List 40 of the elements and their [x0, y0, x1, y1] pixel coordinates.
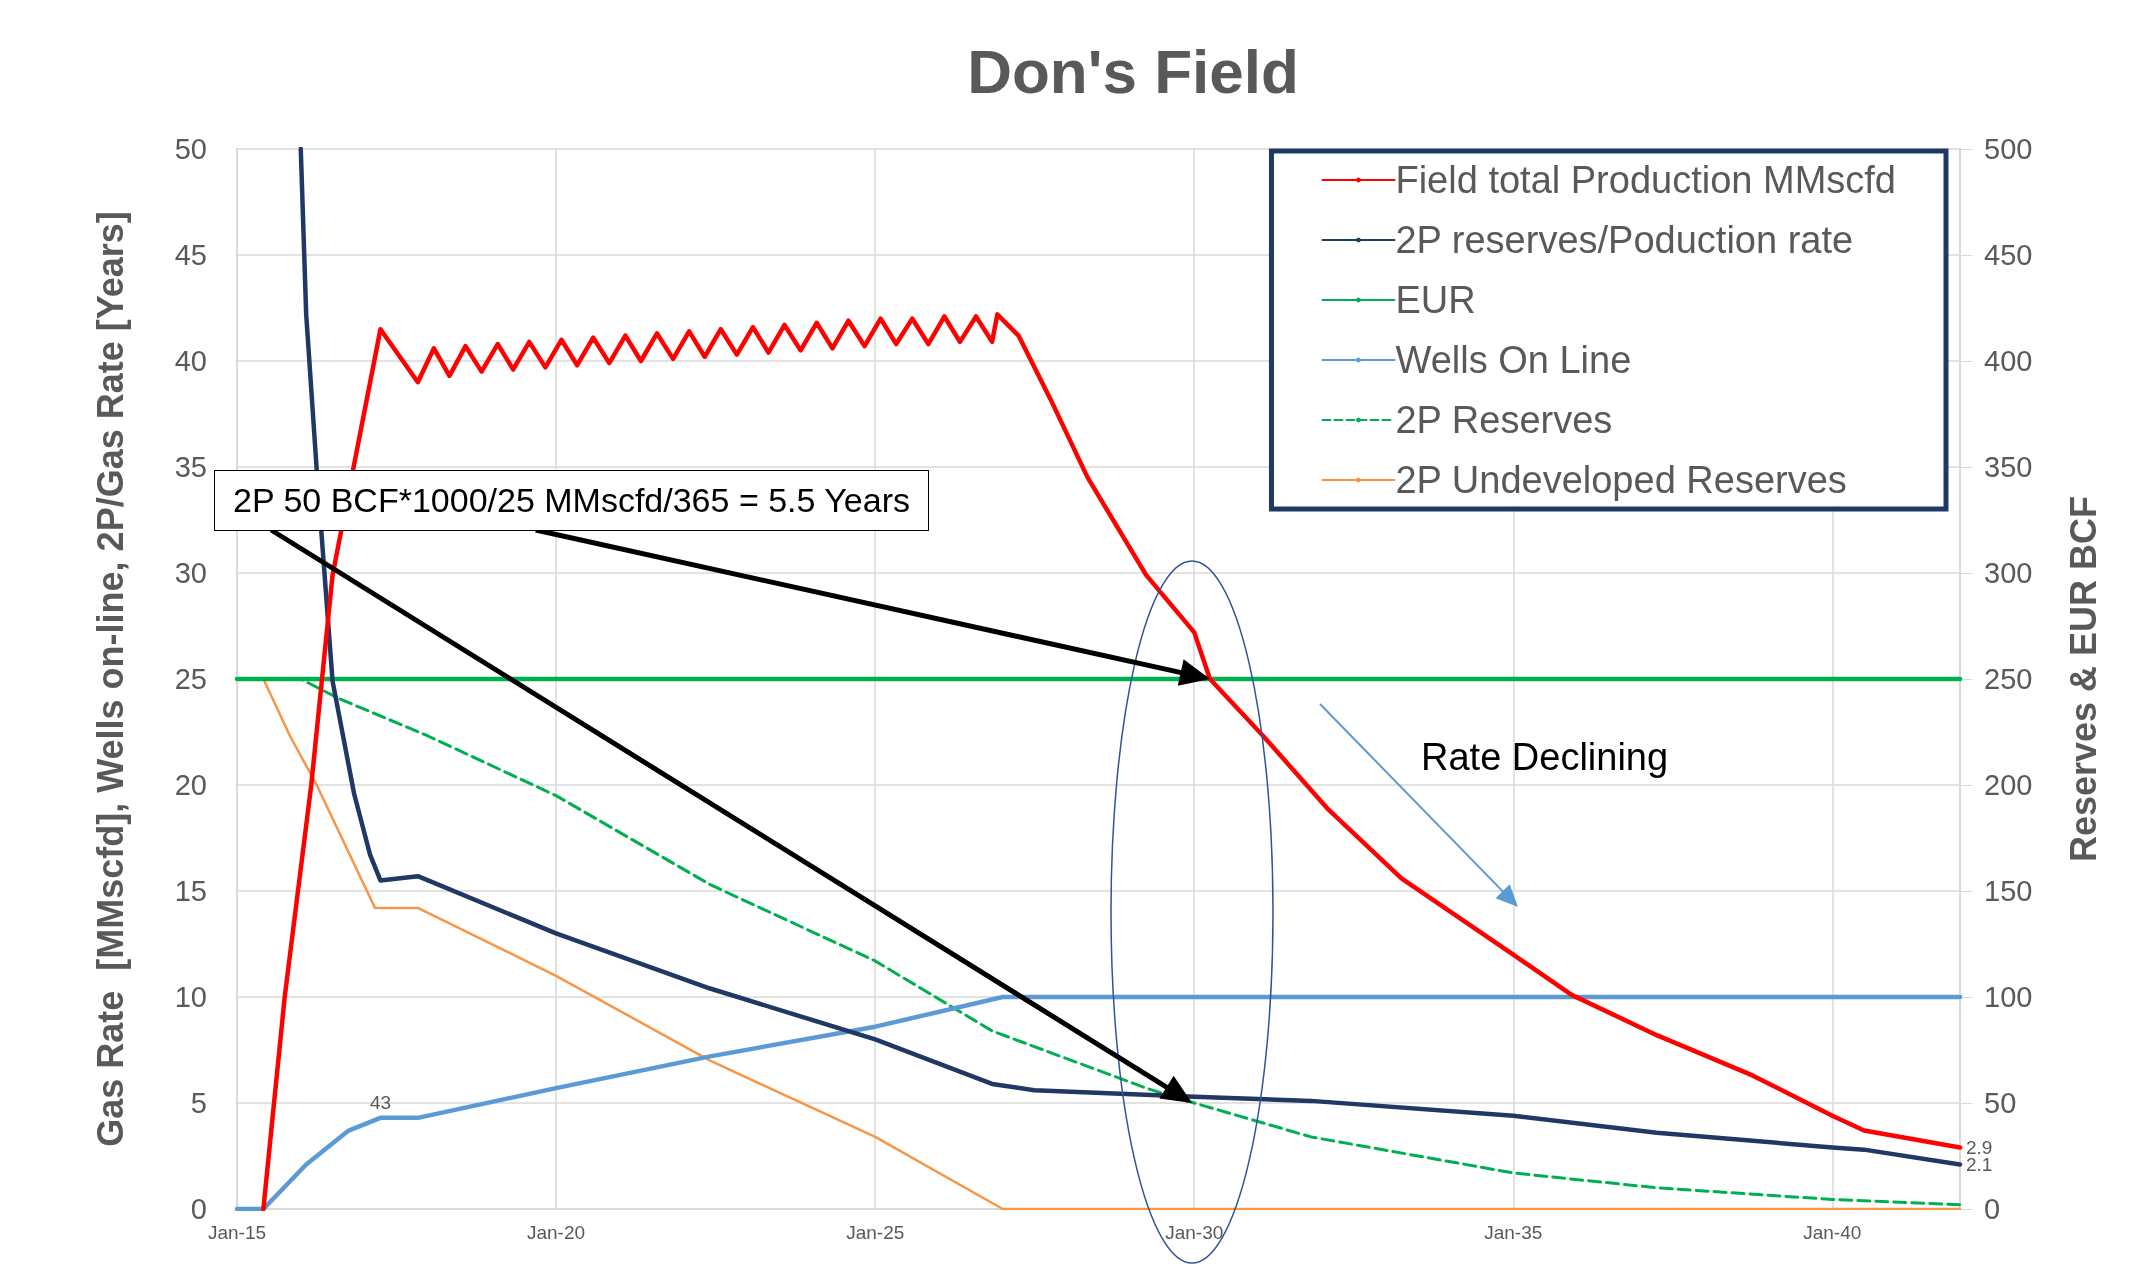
annotation: 2P 50 BCF*1000/25 MMscfd/365 = 5.5 Years: [214, 470, 929, 531]
y-tick-label: 20: [174, 769, 207, 801]
chart-title: Don's Field: [967, 36, 1299, 106]
y2-tick-label: 150: [1984, 875, 2033, 907]
y2-tick-label: 400: [1984, 345, 2033, 377]
x-tick-label: Jan-15: [207, 1222, 267, 1243]
y-tick-label: 30: [174, 557, 207, 589]
y2-tick-label: 300: [1984, 557, 2033, 589]
y-tick-label: 25: [174, 663, 207, 695]
y-tick-label: 50: [174, 133, 207, 165]
y2-tick-label: 200: [1984, 769, 2033, 801]
y-tick-label: 5: [190, 1087, 207, 1119]
y2-tick-label: 350: [1984, 451, 2033, 483]
y2-tick-label: 250: [1984, 663, 2033, 695]
y2-tick-label: 100: [1984, 981, 2033, 1013]
y2-axis-title: Reserves & EUR BCF: [2062, 495, 2104, 863]
legend-label: EUR: [1395, 279, 1476, 321]
y-tick-label: 10: [174, 981, 207, 1013]
legend-label: Wells On Line: [1395, 339, 1632, 381]
y-tick-label: 15: [174, 875, 207, 907]
legend-label: 2P Undeveloped Reserves: [1395, 459, 1847, 501]
x-tick-label: Jan-40: [1803, 1222, 1862, 1243]
y-axis-title: Gas Rate [MMscfd], Wells on-line, 2P/Gas Rate [Years]: [89, 211, 131, 1147]
legend-label: Field total Production MMscfd: [1395, 159, 1896, 201]
y-tick-label: 45: [174, 239, 207, 271]
y-tick-label: 35: [174, 451, 207, 483]
y2-tick-label: 0: [1984, 1193, 2001, 1225]
legend-label: 2P reserves/Poduction rate: [1395, 219, 1854, 261]
y-tick-label: 0: [190, 1193, 207, 1225]
y2-tick-label: 500: [1984, 133, 2033, 165]
y2-tick-label: 50: [1984, 1087, 2017, 1119]
data-label: 43: [369, 1091, 392, 1113]
y-tick-label: 40: [174, 345, 207, 377]
x-tick-label: Jan-35: [1484, 1222, 1543, 1243]
annotation: Rate Declining: [1421, 736, 1669, 779]
x-tick-label: Jan-30: [1165, 1222, 1224, 1243]
y2-tick-label: 450: [1984, 239, 2033, 271]
legend-label: 2P Reserves: [1395, 399, 1613, 441]
x-tick-label: Jan-25: [846, 1222, 905, 1243]
x-tick-label: Jan-20: [526, 1222, 586, 1243]
